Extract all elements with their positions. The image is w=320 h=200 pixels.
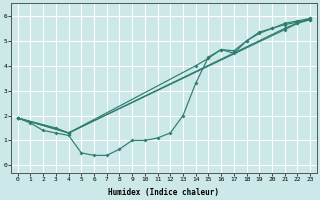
X-axis label: Humidex (Indice chaleur): Humidex (Indice chaleur) xyxy=(108,188,220,197)
